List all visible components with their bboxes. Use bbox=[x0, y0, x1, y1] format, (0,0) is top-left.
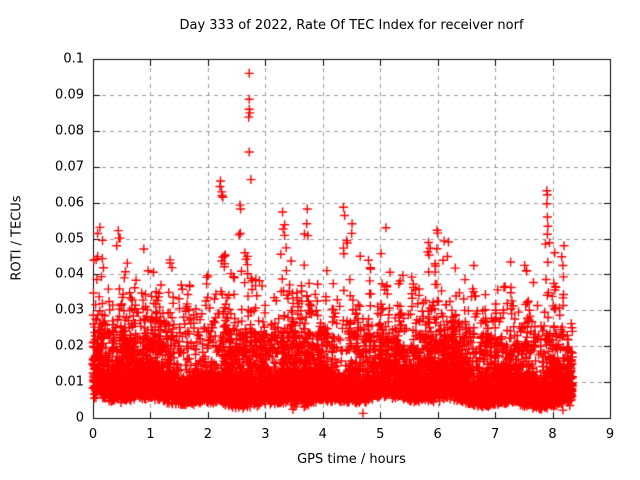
chart-title: Day 333 of 2022, Rate Of TEC Index for r… bbox=[179, 18, 524, 33]
x-axis-label: GPS time / hours bbox=[297, 452, 406, 467]
y-axis-label: ROTI / TECUs bbox=[9, 195, 25, 281]
